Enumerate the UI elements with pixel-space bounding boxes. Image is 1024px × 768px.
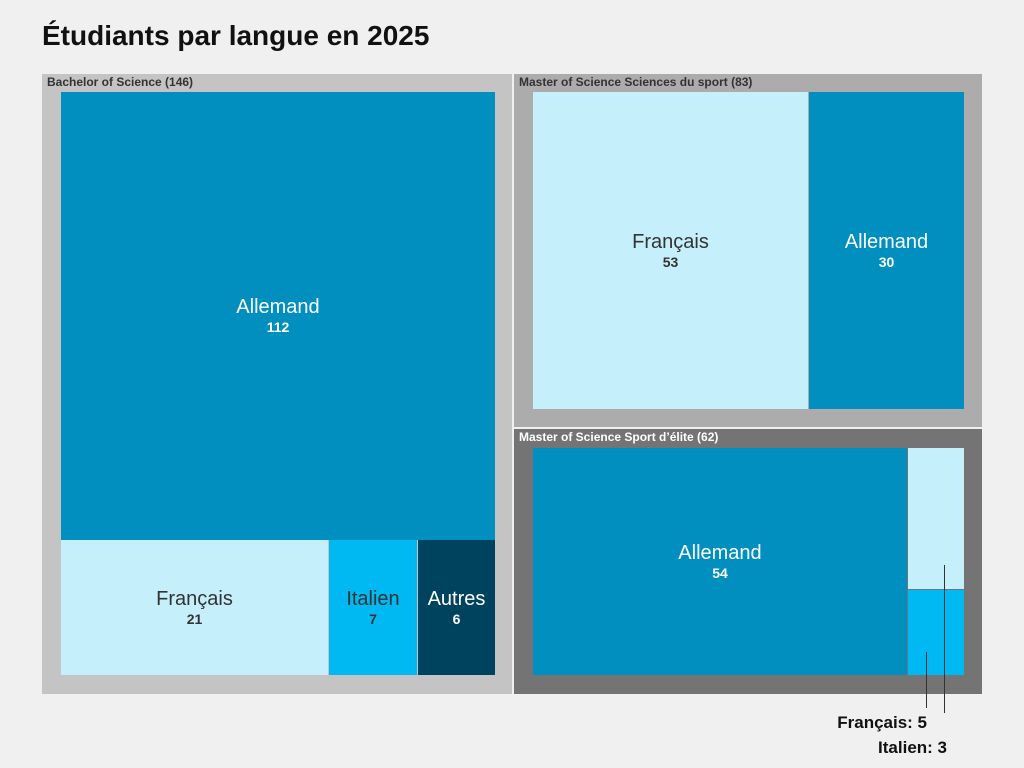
- cell-label: Autres: [427, 587, 486, 610]
- cell-value: 112: [266, 319, 290, 335]
- cell-bachelor-allemand: Allemand 112: [61, 92, 495, 540]
- cell-value: 21: [186, 610, 203, 627]
- group-label-master-sport-elite: Master of Science Sport d’élite (62): [519, 430, 719, 444]
- cell-bachelor-francais: Français 21: [61, 540, 328, 675]
- cell-label: Allemand: [844, 230, 929, 253]
- cell-label: Allemand: [236, 296, 320, 318]
- cell-value: 53: [662, 253, 679, 270]
- group-bachelor: Bachelor of Science (146) Allemand 112 F…: [42, 74, 512, 694]
- annotation-italien: Italien: 3: [878, 738, 947, 757]
- group-label-bachelor: Bachelor of Science (146): [47, 75, 194, 89]
- chart-title: Étudiants par langue en 2025: [42, 20, 430, 51]
- cell-value: 7: [369, 610, 377, 627]
- group-master-sciences-sport: Master of Science Sciences du sport (83)…: [514, 74, 982, 427]
- cell-bachelor-autres: Autres 6: [418, 540, 495, 675]
- cell-label: Allemand: [678, 541, 762, 564]
- cell-label: Italien: [346, 587, 400, 610]
- cell-elite-italien: [908, 590, 964, 675]
- cell-value: 30: [878, 253, 895, 270]
- cell-elite-allemand: Allemand 54: [533, 448, 907, 675]
- cell-msport-francais: Français 53: [533, 92, 808, 409]
- cell-label: Français: [632, 230, 709, 253]
- leader-line-francais: [944, 565, 945, 713]
- cell-value: 54: [712, 564, 728, 581]
- group-master-sport-elite: Master of Science Sport d’élite (62) All…: [514, 429, 982, 694]
- leader-line-italien: [926, 652, 927, 708]
- cell-value: 6: [452, 610, 461, 627]
- cell-elite-francais: [908, 448, 964, 589]
- group-label-master-sciences-sport: Master of Science Sciences du sport (83): [519, 75, 753, 89]
- cell-bachelor-italien: Italien 7: [329, 540, 417, 675]
- cell-msport-allemand: Allemand 30: [809, 92, 964, 409]
- cell-label: Français: [156, 587, 233, 610]
- annotation-francais: Français: 5: [837, 713, 927, 732]
